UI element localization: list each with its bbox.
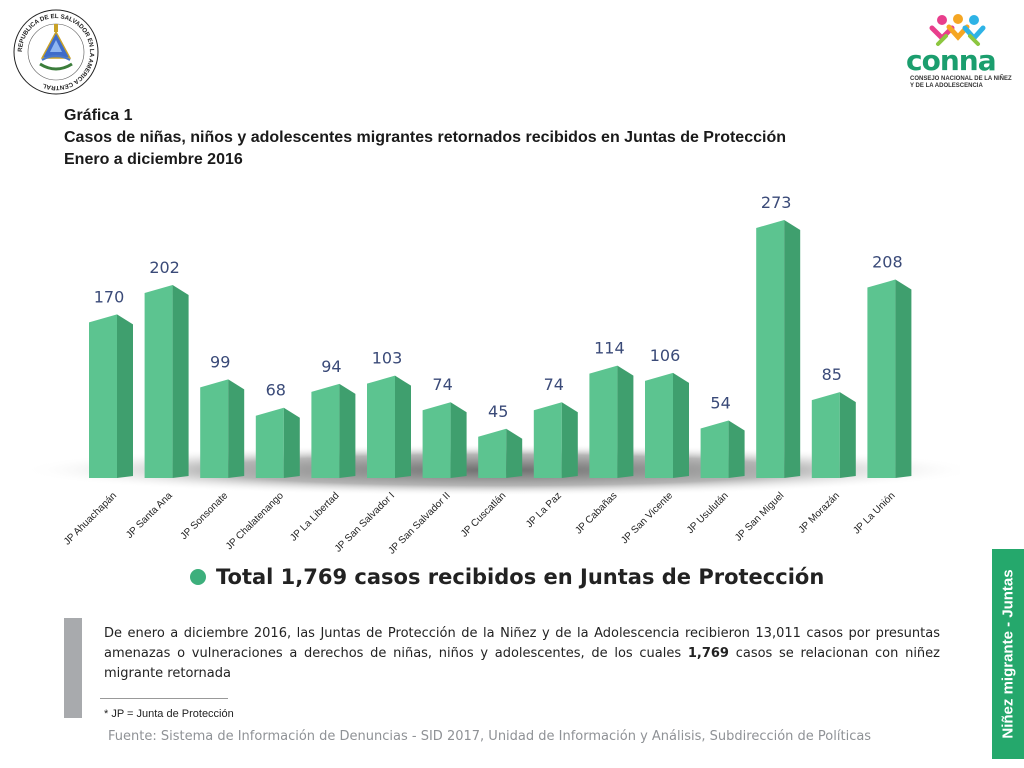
value-label-jp-la-libertad: 94 <box>321 357 341 376</box>
tick-label-jp-chalatenango: JP Chalatenango <box>224 490 286 552</box>
tick-label-jp-san-salvador-ii: JP San Salvador II <box>386 490 452 556</box>
footnote: * JP = Junta de Protección <box>104 708 234 720</box>
value-label-jp-morazan: 85 <box>822 365 842 384</box>
graph-number: Gráfica 1 <box>64 107 133 124</box>
bar-jp-cabanas <box>589 365 634 478</box>
body-text-before: De enero a diciembre 2016, las Juntas de… <box>104 626 940 661</box>
value-label-jp-la-union: 208 <box>872 253 903 272</box>
bar-jp-usulutan <box>700 420 745 478</box>
bar-jp-santa-ana <box>144 285 189 478</box>
chart-period: Enero a diciembre 2016 <box>64 151 243 168</box>
tick-label-jp-morazan: JP Morazán <box>797 490 842 535</box>
bar-jp-san-miguel <box>756 220 801 478</box>
tick-label-jp-la-paz: JP La Paz <box>524 490 564 530</box>
chart-title: Casos de niñas, niños y adolescentes mig… <box>64 129 786 146</box>
bar-jp-sonsonate <box>200 379 245 478</box>
republic-seal-logo: REPUBLICA DE EL SALVADOR EN LA AMERICA C… <box>13 9 99 95</box>
tick-label-jp-cabanas: JP Cabañas <box>573 490 619 536</box>
tick-label-jp-usulutan: JP Usulután <box>685 490 731 536</box>
bar-jp-san-salvador-ii <box>422 402 467 478</box>
bar-jp-la-paz <box>533 402 578 478</box>
tick-label-jp-san-miguel: JP San Miguel <box>733 490 786 543</box>
value-label-jp-usulutan: 54 <box>710 394 730 413</box>
value-label-jp-san-salvador-i: 103 <box>372 349 403 368</box>
bar-jp-la-libertad <box>311 383 356 478</box>
quote-bar <box>64 618 82 718</box>
tick-label-jp-santa-ana: JP Santa Ana <box>124 490 175 541</box>
tick-label-jp-san-salvador-i: JP San Salvador I <box>333 490 397 554</box>
value-label-jp-san-vicente: 106 <box>650 346 681 365</box>
conna-tagline: CONSEJO NACIONAL DE LA NIÑEZ Y DE LA ADO… <box>910 76 1012 89</box>
bar-jp-ahuachapan <box>89 314 133 478</box>
value-label-jp-la-paz: 74 <box>544 375 564 394</box>
bar-jp-san-vicente <box>645 372 689 478</box>
conna-logo: conna CONSEJO NACIONAL DE LA NIÑEZ Y DE … <box>902 14 1014 94</box>
tick-label-jp-cuscatlan: JP Cuscatlán <box>459 490 508 539</box>
bar-jp-la-union <box>867 279 912 478</box>
value-label-jp-santa-ana: 202 <box>149 258 180 277</box>
source-note: Fuente: Sistema de Información de Denunc… <box>108 729 872 744</box>
value-label-jp-cabanas: 114 <box>594 339 625 358</box>
tick-label-jp-san-vicente: JP San Vicente <box>619 490 675 546</box>
tick-label-jp-sonsonate: JP Sonsonate <box>179 490 231 542</box>
body-text-after: casos se relacionan con niñez migrante r… <box>104 646 940 681</box>
bar-jp-chalatenango <box>255 407 300 478</box>
value-label-jp-sonsonate: 99 <box>210 352 230 371</box>
total-summary: Total 1,769 casos recibidos en Juntas de… <box>190 565 824 589</box>
children-figures-icon <box>929 14 986 46</box>
total-label: Total 1,769 casos recibidos en Juntas de… <box>216 565 825 589</box>
side-tab-label: Niñez migrante - Juntas <box>999 569 1017 739</box>
tick-label-jp-la-libertad: JP La Libertad <box>288 490 341 543</box>
tick-label-jp-la-union: JP La Unión <box>851 490 897 536</box>
tick-label-jp-ahuachapan: JP Ahuachapán <box>62 490 119 547</box>
body-highlight: 1,769 <box>687 646 729 661</box>
bar-jp-morazan <box>811 392 856 478</box>
value-label-jp-chalatenango: 68 <box>266 381 286 400</box>
body-paragraph: De enero a diciembre 2016, las Juntas de… <box>104 624 940 684</box>
value-label-jp-san-salvador-ii: 74 <box>432 375 452 394</box>
bar-chart: 170 202 99 68 94 103 74 45 74 114 106 54 273 85 208 JP… <box>20 193 960 557</box>
bar-jp-cuscatlan <box>478 428 523 478</box>
bullet-dot-icon <box>190 569 206 585</box>
bar-jp-san-salvador-i <box>367 375 411 478</box>
value-label-jp-cuscatlan: 45 <box>488 402 508 421</box>
footnote-divider <box>100 698 228 699</box>
value-label-jp-ahuachapan: 170 <box>94 287 125 306</box>
value-label-jp-san-miguel: 273 <box>761 193 792 212</box>
side-tab: Niñez migrante - Juntas <box>992 549 1024 759</box>
conna-wordmark: conna <box>906 44 997 77</box>
